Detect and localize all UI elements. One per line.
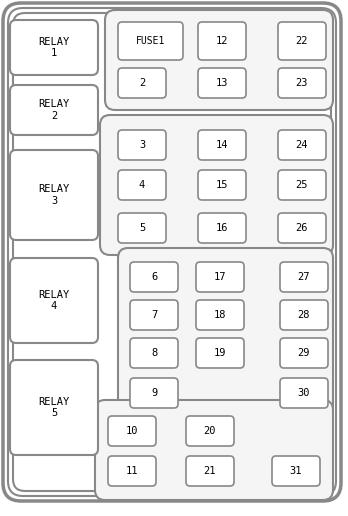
Text: 31: 31	[290, 466, 302, 476]
FancyBboxPatch shape	[196, 338, 244, 368]
FancyBboxPatch shape	[105, 10, 333, 110]
FancyBboxPatch shape	[118, 248, 333, 418]
FancyBboxPatch shape	[272, 456, 320, 486]
FancyBboxPatch shape	[118, 130, 166, 160]
FancyBboxPatch shape	[280, 300, 328, 330]
Text: 30: 30	[298, 388, 310, 398]
FancyBboxPatch shape	[108, 416, 156, 446]
Text: RELAY
2: RELAY 2	[38, 99, 70, 121]
Text: 3: 3	[139, 140, 145, 150]
FancyBboxPatch shape	[130, 338, 178, 368]
Text: 26: 26	[296, 223, 308, 233]
Text: RELAY
5: RELAY 5	[38, 397, 70, 418]
Text: 28: 28	[298, 310, 310, 320]
FancyBboxPatch shape	[108, 456, 156, 486]
FancyBboxPatch shape	[130, 300, 178, 330]
Text: 15: 15	[216, 180, 228, 190]
Text: 11: 11	[126, 466, 138, 476]
Text: 20: 20	[204, 426, 216, 436]
FancyBboxPatch shape	[198, 170, 246, 200]
Text: 23: 23	[296, 78, 308, 88]
Text: 18: 18	[214, 310, 226, 320]
FancyBboxPatch shape	[10, 258, 98, 343]
FancyBboxPatch shape	[10, 360, 98, 455]
FancyBboxPatch shape	[130, 378, 178, 408]
Text: 22: 22	[296, 36, 308, 46]
FancyBboxPatch shape	[198, 68, 246, 98]
FancyBboxPatch shape	[278, 22, 326, 60]
FancyBboxPatch shape	[118, 22, 183, 60]
Text: FUSE1: FUSE1	[136, 36, 165, 46]
FancyBboxPatch shape	[278, 170, 326, 200]
FancyBboxPatch shape	[95, 400, 333, 500]
Text: 2: 2	[139, 78, 145, 88]
Text: 14: 14	[216, 140, 228, 150]
Text: 5: 5	[139, 223, 145, 233]
Text: RELAY
1: RELAY 1	[38, 37, 70, 58]
FancyBboxPatch shape	[118, 170, 166, 200]
Text: RELAY
4: RELAY 4	[38, 289, 70, 311]
FancyBboxPatch shape	[10, 150, 98, 240]
FancyBboxPatch shape	[198, 213, 246, 243]
Text: 17: 17	[214, 272, 226, 282]
FancyBboxPatch shape	[198, 130, 246, 160]
FancyBboxPatch shape	[118, 213, 166, 243]
FancyBboxPatch shape	[186, 416, 234, 446]
Text: 24: 24	[296, 140, 308, 150]
FancyBboxPatch shape	[196, 262, 244, 292]
Text: 25: 25	[296, 180, 308, 190]
Text: RELAY
3: RELAY 3	[38, 184, 70, 206]
FancyBboxPatch shape	[280, 262, 328, 292]
Text: 4: 4	[139, 180, 145, 190]
Text: 29: 29	[298, 348, 310, 358]
FancyBboxPatch shape	[10, 85, 98, 135]
FancyBboxPatch shape	[3, 3, 341, 501]
Text: 16: 16	[216, 223, 228, 233]
Text: 21: 21	[204, 466, 216, 476]
FancyBboxPatch shape	[278, 130, 326, 160]
FancyBboxPatch shape	[13, 13, 331, 491]
Text: 7: 7	[151, 310, 157, 320]
Text: 9: 9	[151, 388, 157, 398]
FancyBboxPatch shape	[278, 213, 326, 243]
FancyBboxPatch shape	[130, 262, 178, 292]
FancyBboxPatch shape	[118, 68, 166, 98]
FancyBboxPatch shape	[100, 115, 333, 255]
Text: 19: 19	[214, 348, 226, 358]
Text: 27: 27	[298, 272, 310, 282]
FancyBboxPatch shape	[278, 68, 326, 98]
Text: 6: 6	[151, 272, 157, 282]
Text: 12: 12	[216, 36, 228, 46]
FancyBboxPatch shape	[280, 338, 328, 368]
FancyBboxPatch shape	[280, 378, 328, 408]
FancyBboxPatch shape	[196, 300, 244, 330]
Text: 8: 8	[151, 348, 157, 358]
FancyBboxPatch shape	[186, 456, 234, 486]
Text: 10: 10	[126, 426, 138, 436]
FancyBboxPatch shape	[198, 22, 246, 60]
FancyBboxPatch shape	[10, 20, 98, 75]
FancyBboxPatch shape	[8, 8, 336, 496]
Text: 13: 13	[216, 78, 228, 88]
